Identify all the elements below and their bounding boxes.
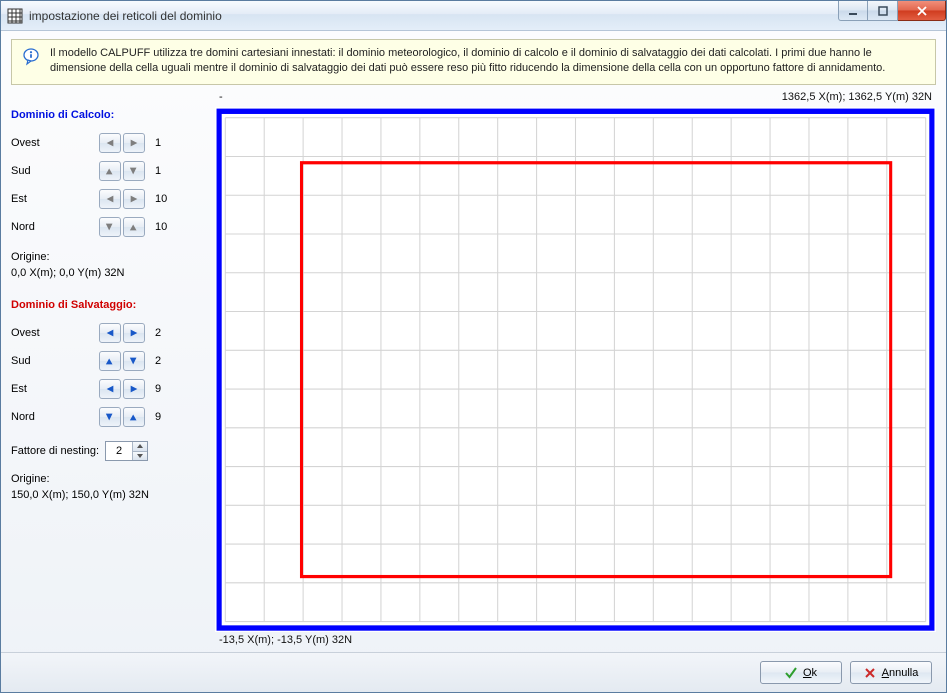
sidebar: Dominio di Calcolo: Ovest 1 Sud 1 Est 10 Nord 1… [11, 91, 209, 648]
calc-domain-title: Dominio di Calcolo: [11, 109, 209, 121]
calc-nord-down-button[interactable] [99, 217, 121, 237]
cancel-button[interactable]: Annulla [850, 661, 932, 684]
nesting-label: Fattore di nesting: [11, 445, 99, 457]
calc-sud-value: 1 [155, 165, 173, 177]
salv-label-ovest: Ovest [11, 327, 99, 339]
nesting-down[interactable] [133, 451, 147, 460]
salv-domain-title: Dominio di Salvataggio: [11, 299, 209, 311]
calc-domain-rows: Ovest 1 Sud 1 Est 10 Nord 10 [11, 131, 209, 239]
salv-row-nord: Nord 9 [11, 405, 209, 429]
salv-domain-rows: Ovest 2 Sud 2 Est 9 Nord 9 [11, 321, 209, 429]
calc-label-ovest: Ovest [11, 137, 99, 149]
chart-coord-top-left: - [219, 91, 223, 105]
check-icon [785, 667, 797, 679]
chart-coord-bottom-left: -13,5 X(m); -13,5 Y(m) 32N [219, 634, 352, 646]
domain-chart [215, 107, 936, 632]
salv-origin-label: Origine: [11, 473, 209, 485]
info-text: Il modello CALPUFF utilizza tre domini c… [50, 46, 925, 76]
salv-nord-value: 9 [155, 411, 173, 423]
calc-nord-up-button[interactable] [123, 217, 145, 237]
salv-sud-up-button[interactable] [99, 351, 121, 371]
nesting-input[interactable] [106, 442, 132, 460]
titlebar: impostazione dei reticoli del dominio [1, 1, 946, 31]
calc-nord-value: 10 [155, 221, 173, 233]
calc-label-sud: Sud [11, 165, 99, 177]
calc-row-nord: Nord 10 [11, 215, 209, 239]
nesting-up[interactable] [133, 442, 147, 451]
minimize-button[interactable] [838, 1, 868, 21]
calc-ovest-value: 1 [155, 137, 173, 149]
close-button[interactable] [898, 1, 946, 21]
calc-label-est: Est [11, 193, 99, 205]
salv-origin-value: 150,0 X(m); 150,0 Y(m) 32N [11, 489, 209, 501]
calc-label-nord: Nord [11, 221, 99, 233]
salv-ovest-left-button[interactable] [99, 323, 121, 343]
salv-row-sud: Sud 2 [11, 349, 209, 373]
ok-button[interactable]: Ok [760, 661, 842, 684]
salv-sud-value: 2 [155, 355, 173, 367]
calc-est-left-button[interactable] [99, 189, 121, 209]
calc-ovest-right-button[interactable] [123, 133, 145, 153]
salv-nord-up-button[interactable] [123, 407, 145, 427]
nesting-row: Fattore di nesting: [11, 441, 209, 461]
calc-est-value: 10 [155, 193, 173, 205]
calc-row-ovest: Ovest 1 [11, 131, 209, 155]
nesting-spinner[interactable] [105, 441, 148, 461]
salv-sud-down-button[interactable] [123, 351, 145, 371]
salv-label-est: Est [11, 383, 99, 395]
salv-est-value: 9 [155, 383, 173, 395]
chart-area: - 1362,5 X(m); 1362,5 Y(m) 32N -13,5 X(m… [215, 91, 936, 648]
salv-est-left-button[interactable] [99, 379, 121, 399]
salv-row-est: Est 9 [11, 377, 209, 401]
info-icon [22, 48, 40, 66]
calc-est-right-button[interactable] [123, 189, 145, 209]
window-title: impostazione dei reticoli del dominio [29, 9, 222, 23]
salv-ovest-right-button[interactable] [123, 323, 145, 343]
window-controls [838, 1, 946, 21]
chart-coord-top-right: 1362,5 X(m); 1362,5 Y(m) 32N [782, 91, 932, 105]
calc-origin-label: Origine: [11, 251, 209, 263]
maximize-button[interactable] [868, 1, 898, 21]
calc-row-sud: Sud 1 [11, 159, 209, 183]
app-icon [7, 8, 23, 24]
salv-est-right-button[interactable] [123, 379, 145, 399]
calc-sud-up-button[interactable] [99, 161, 121, 181]
salv-row-ovest: Ovest 2 [11, 321, 209, 345]
info-box: Il modello CALPUFF utilizza tre domini c… [11, 39, 936, 85]
salv-label-nord: Nord [11, 411, 99, 423]
calc-sud-down-button[interactable] [123, 161, 145, 181]
calc-ovest-left-button[interactable] [99, 133, 121, 153]
cancel-icon [864, 667, 876, 679]
main-content: Dominio di Calcolo: Ovest 1 Sud 1 Est 10 Nord 1… [1, 91, 946, 652]
calc-row-est: Est 10 [11, 187, 209, 211]
salv-nord-down-button[interactable] [99, 407, 121, 427]
dialog-buttons: Ok Annulla [1, 652, 946, 692]
dialog-window: impostazione dei reticoli del dominio Il… [0, 0, 947, 693]
calc-origin-value: 0,0 X(m); 0,0 Y(m) 32N [11, 267, 209, 279]
cancel-label: Annulla [882, 667, 919, 679]
salv-label-sud: Sud [11, 355, 99, 367]
salv-ovest-value: 2 [155, 327, 173, 339]
ok-label: Ok [803, 667, 817, 679]
